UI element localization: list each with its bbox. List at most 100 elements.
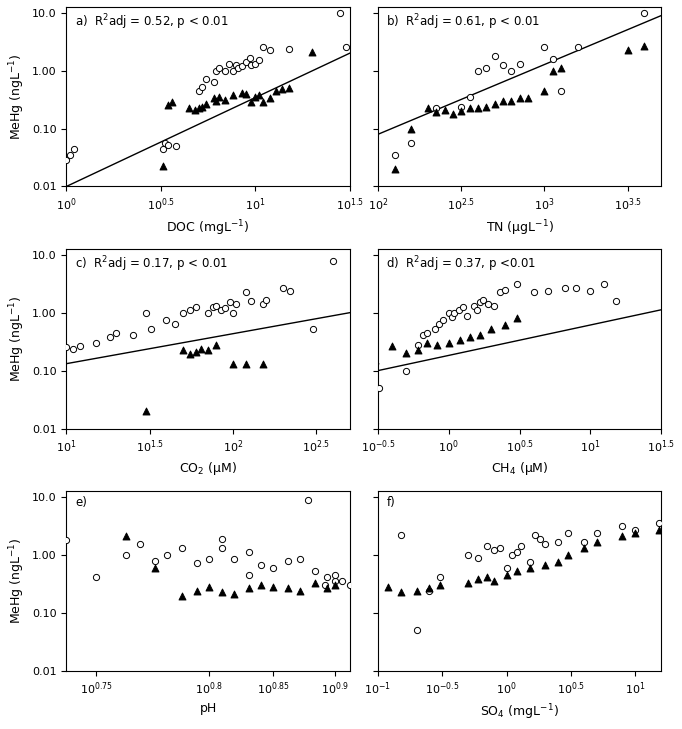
Point xyxy=(203,307,213,319)
Point xyxy=(489,98,500,110)
Point xyxy=(622,44,633,56)
Point xyxy=(464,103,475,114)
Point xyxy=(535,533,546,545)
Point xyxy=(449,307,460,319)
Point xyxy=(191,346,202,358)
Point xyxy=(284,285,295,297)
Point xyxy=(429,323,440,335)
Point xyxy=(522,93,533,104)
Point xyxy=(475,329,486,340)
Point xyxy=(464,331,475,343)
Point xyxy=(246,59,257,71)
Point xyxy=(228,553,239,565)
Point xyxy=(524,561,535,573)
Point xyxy=(216,587,227,599)
Point xyxy=(563,549,574,561)
Point xyxy=(486,323,496,335)
Point xyxy=(65,149,76,160)
Point xyxy=(434,571,445,582)
Point xyxy=(422,327,433,339)
Point xyxy=(443,307,454,319)
Point xyxy=(250,58,261,69)
Y-axis label: MeHg (ngL$^{-1}$): MeHg (ngL$^{-1}$) xyxy=(7,53,27,140)
Point xyxy=(91,571,102,582)
Point xyxy=(501,569,512,581)
Point xyxy=(329,575,340,587)
Point xyxy=(438,313,449,325)
Point xyxy=(246,295,257,307)
Point xyxy=(220,94,231,106)
Point xyxy=(501,561,512,573)
Point xyxy=(473,552,484,564)
Point xyxy=(184,304,195,316)
Point xyxy=(552,556,563,568)
Point xyxy=(617,520,628,531)
Point xyxy=(443,337,454,348)
X-axis label: CH$_4$ (μM): CH$_4$ (μM) xyxy=(491,461,548,477)
Point xyxy=(302,494,313,506)
Point xyxy=(456,105,466,117)
Point xyxy=(571,283,582,295)
Point xyxy=(69,143,80,155)
Point xyxy=(539,559,550,571)
Point xyxy=(481,101,492,112)
Text: c)  R$^2$adj = 0.17, p < 0.01: c) R$^2$adj = 0.17, p < 0.01 xyxy=(75,254,228,274)
Point xyxy=(424,585,435,596)
Point xyxy=(146,323,157,335)
Point xyxy=(243,569,254,581)
Point xyxy=(265,93,276,104)
Point xyxy=(211,339,222,351)
Point xyxy=(224,297,235,308)
Point xyxy=(228,588,239,600)
Point xyxy=(431,103,442,114)
Point xyxy=(197,101,208,112)
Point xyxy=(306,46,317,58)
Point xyxy=(516,540,527,552)
Point xyxy=(389,149,400,160)
Point xyxy=(462,310,473,321)
X-axis label: TN (μgL$^{-1}$): TN (μgL$^{-1}$) xyxy=(486,218,554,238)
Point xyxy=(585,285,596,297)
Point xyxy=(158,143,168,155)
Point xyxy=(271,85,282,97)
Point xyxy=(141,307,152,319)
Point xyxy=(542,285,553,297)
Point xyxy=(462,577,473,588)
Point xyxy=(653,517,664,529)
Point xyxy=(401,348,412,359)
Point xyxy=(563,527,574,539)
Point xyxy=(506,549,517,561)
Point xyxy=(220,65,231,77)
Point xyxy=(241,286,252,298)
Point xyxy=(406,122,417,134)
Text: a)  R$^2$adj = 0.52, p < 0.01: a) R$^2$adj = 0.52, p < 0.01 xyxy=(75,12,228,32)
Y-axis label: MeHg (ngL$^{-1}$): MeHg (ngL$^{-1}$) xyxy=(7,295,27,382)
Point xyxy=(471,304,482,316)
X-axis label: CO$_2$ (μM): CO$_2$ (μM) xyxy=(179,461,237,477)
Point xyxy=(243,582,254,594)
Point xyxy=(482,571,493,582)
Point xyxy=(310,565,321,577)
Point xyxy=(329,579,340,590)
Point xyxy=(462,549,473,561)
Point xyxy=(322,571,333,582)
Point xyxy=(241,358,252,370)
X-axis label: DOC (mgL$^{-1}$): DOC (mgL$^{-1}$) xyxy=(166,218,250,238)
Point xyxy=(329,569,340,581)
Point xyxy=(208,77,219,88)
Point xyxy=(128,329,138,340)
Point xyxy=(512,565,522,577)
Point xyxy=(591,527,602,539)
Point xyxy=(120,549,131,561)
Point xyxy=(548,53,559,65)
Point xyxy=(514,93,525,104)
Point xyxy=(211,300,222,311)
Point xyxy=(389,163,400,175)
Point xyxy=(489,50,500,62)
Point xyxy=(158,160,168,172)
Point xyxy=(258,298,269,310)
Point xyxy=(268,561,279,573)
Point xyxy=(512,313,522,324)
Point xyxy=(412,339,423,351)
Point xyxy=(488,545,499,556)
